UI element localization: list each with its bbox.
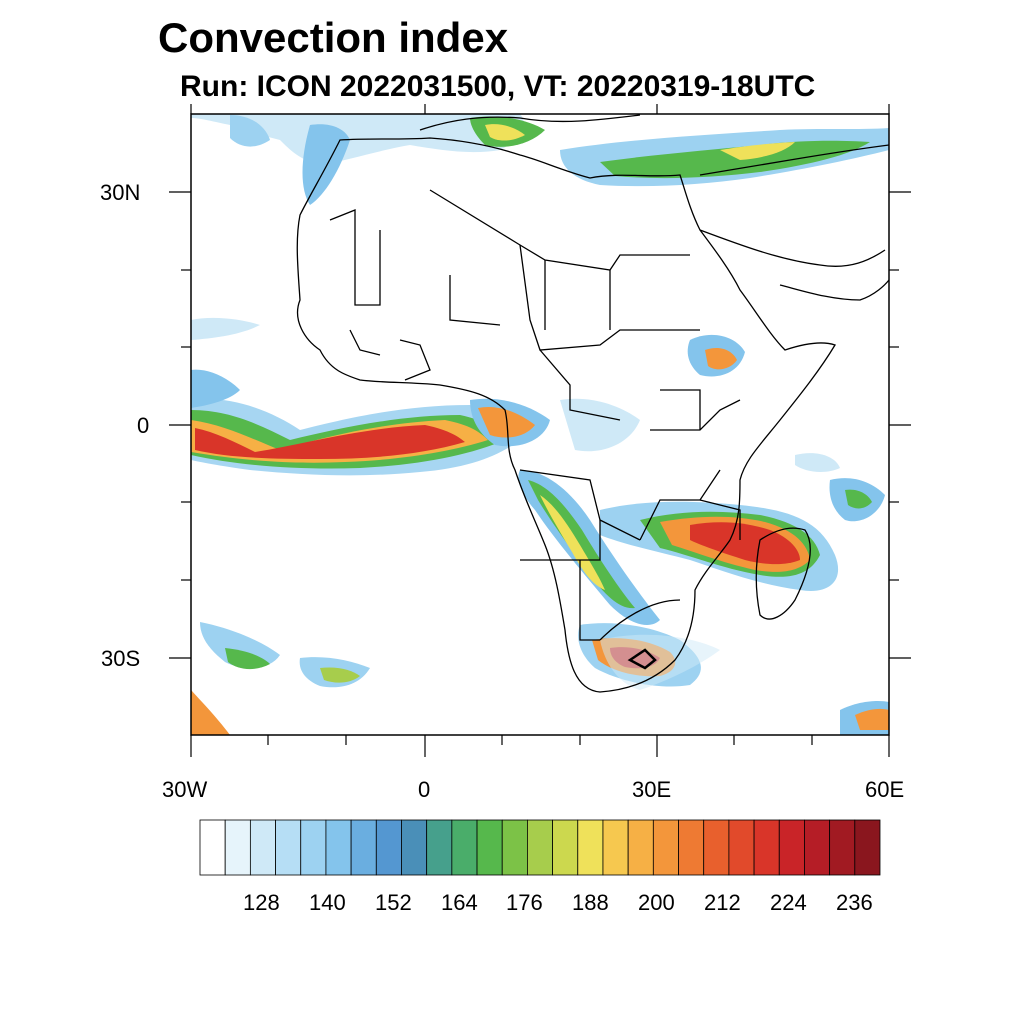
map-title: Convection index xyxy=(158,14,509,61)
colorbar-swatch xyxy=(602,819,629,876)
colorbar-swatch xyxy=(300,819,327,876)
colorbar-swatch xyxy=(350,819,377,876)
colorbar-swatch xyxy=(753,819,780,876)
colorbar-label: 164 xyxy=(441,890,478,915)
lat-label-0: 0 xyxy=(137,413,150,438)
colorbar-swatch xyxy=(778,819,805,876)
colorbar-swatch xyxy=(275,819,302,876)
colorbar-swatch xyxy=(854,819,881,876)
colorbar-swatch xyxy=(703,819,730,876)
colorbar-swatch xyxy=(199,819,226,876)
colorbar-swatch xyxy=(325,819,352,876)
map-subtitle: Run: ICON 2022031500, VT: 20220319-18UTC xyxy=(180,70,816,103)
axis-ticks xyxy=(169,104,911,757)
colorbar-swatch xyxy=(577,819,604,876)
colorbar-swatch xyxy=(652,819,679,876)
colorbar-swatch xyxy=(627,819,654,876)
lon-label-60e: 60E xyxy=(865,777,905,802)
colorbar-label: 212 xyxy=(704,890,741,915)
colorbar-swatch xyxy=(375,819,402,876)
colorbar-swatch xyxy=(829,819,856,876)
colorbar-swatch xyxy=(527,819,553,876)
colorbar-swatch xyxy=(501,819,528,876)
colorbar-label: 236 xyxy=(836,890,873,915)
colorbar-swatch xyxy=(804,819,831,876)
colorbar-label: 224 xyxy=(770,890,807,915)
convection-field xyxy=(191,114,889,735)
colorbar-swatch xyxy=(678,819,705,876)
lon-label-30w: 30W xyxy=(162,777,208,802)
colorbar-swatch xyxy=(401,819,428,876)
lon-label-30e: 30E xyxy=(632,777,672,802)
colorbar-label: 188 xyxy=(572,890,609,915)
coastlines xyxy=(296,114,889,693)
colorbar-swatch xyxy=(426,819,453,876)
colorbar-swatch xyxy=(728,819,755,876)
colorbar-label: 152 xyxy=(375,890,412,915)
colorbar-swatch xyxy=(476,819,503,876)
colorbar xyxy=(199,819,881,876)
colorbar-swatch xyxy=(451,819,478,876)
lat-label-30n: 30N xyxy=(100,180,141,205)
colorbar-label: 176 xyxy=(506,890,543,915)
colorbar-swatch xyxy=(224,819,251,876)
colorbar-label: 140 xyxy=(309,890,346,915)
lat-label-30s: 30S xyxy=(101,646,141,671)
colorbar-label: 200 xyxy=(638,890,675,915)
colorbar-swatch xyxy=(552,819,579,876)
colorbar-swatch xyxy=(249,819,276,876)
lon-label-0: 0 xyxy=(418,777,431,802)
colorbar-label: 128 xyxy=(243,890,280,915)
